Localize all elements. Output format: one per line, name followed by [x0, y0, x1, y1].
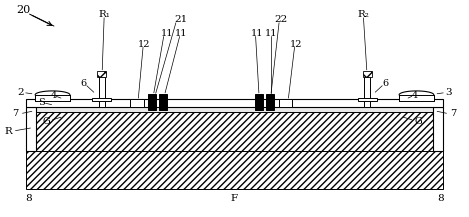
Text: 8: 8 — [438, 194, 444, 203]
Bar — [35, 95, 70, 101]
Text: 21: 21 — [174, 15, 187, 24]
Text: 11: 11 — [175, 29, 187, 38]
Text: 4: 4 — [412, 90, 418, 100]
Text: 20: 20 — [16, 5, 30, 15]
Bar — [92, 98, 111, 101]
Bar — [364, 77, 370, 107]
Text: 3: 3 — [446, 88, 452, 97]
Bar — [26, 107, 36, 151]
Bar — [148, 94, 156, 110]
Bar — [279, 99, 292, 107]
Bar — [26, 111, 443, 151]
Text: R: R — [5, 127, 12, 136]
Bar — [26, 151, 443, 189]
Text: 11: 11 — [265, 29, 277, 38]
Text: 4: 4 — [51, 90, 57, 100]
Text: R₁: R₁ — [98, 10, 110, 19]
Text: 12: 12 — [290, 40, 303, 49]
Bar — [26, 107, 443, 112]
Text: 8: 8 — [25, 194, 31, 203]
Text: 12: 12 — [138, 40, 151, 49]
Bar — [99, 77, 105, 107]
Bar — [159, 94, 167, 110]
Bar — [399, 95, 434, 101]
Text: 11: 11 — [161, 29, 173, 38]
Text: G: G — [415, 117, 422, 126]
Text: 6: 6 — [382, 79, 389, 88]
Text: 7: 7 — [450, 109, 457, 118]
Text: R₂: R₂ — [357, 10, 370, 19]
Text: F: F — [231, 194, 238, 203]
Bar — [433, 107, 443, 151]
Text: S: S — [38, 98, 45, 107]
Bar — [97, 71, 106, 77]
Text: G: G — [42, 117, 50, 126]
Text: 2: 2 — [17, 88, 23, 97]
Bar — [363, 71, 372, 77]
Text: 22: 22 — [275, 15, 288, 24]
Text: 7: 7 — [12, 109, 19, 118]
Bar — [26, 99, 443, 107]
Bar — [255, 94, 263, 110]
Bar — [358, 98, 377, 101]
Bar — [266, 94, 274, 110]
Text: 11: 11 — [251, 29, 263, 38]
Bar — [130, 99, 144, 107]
Text: 6: 6 — [80, 79, 87, 88]
